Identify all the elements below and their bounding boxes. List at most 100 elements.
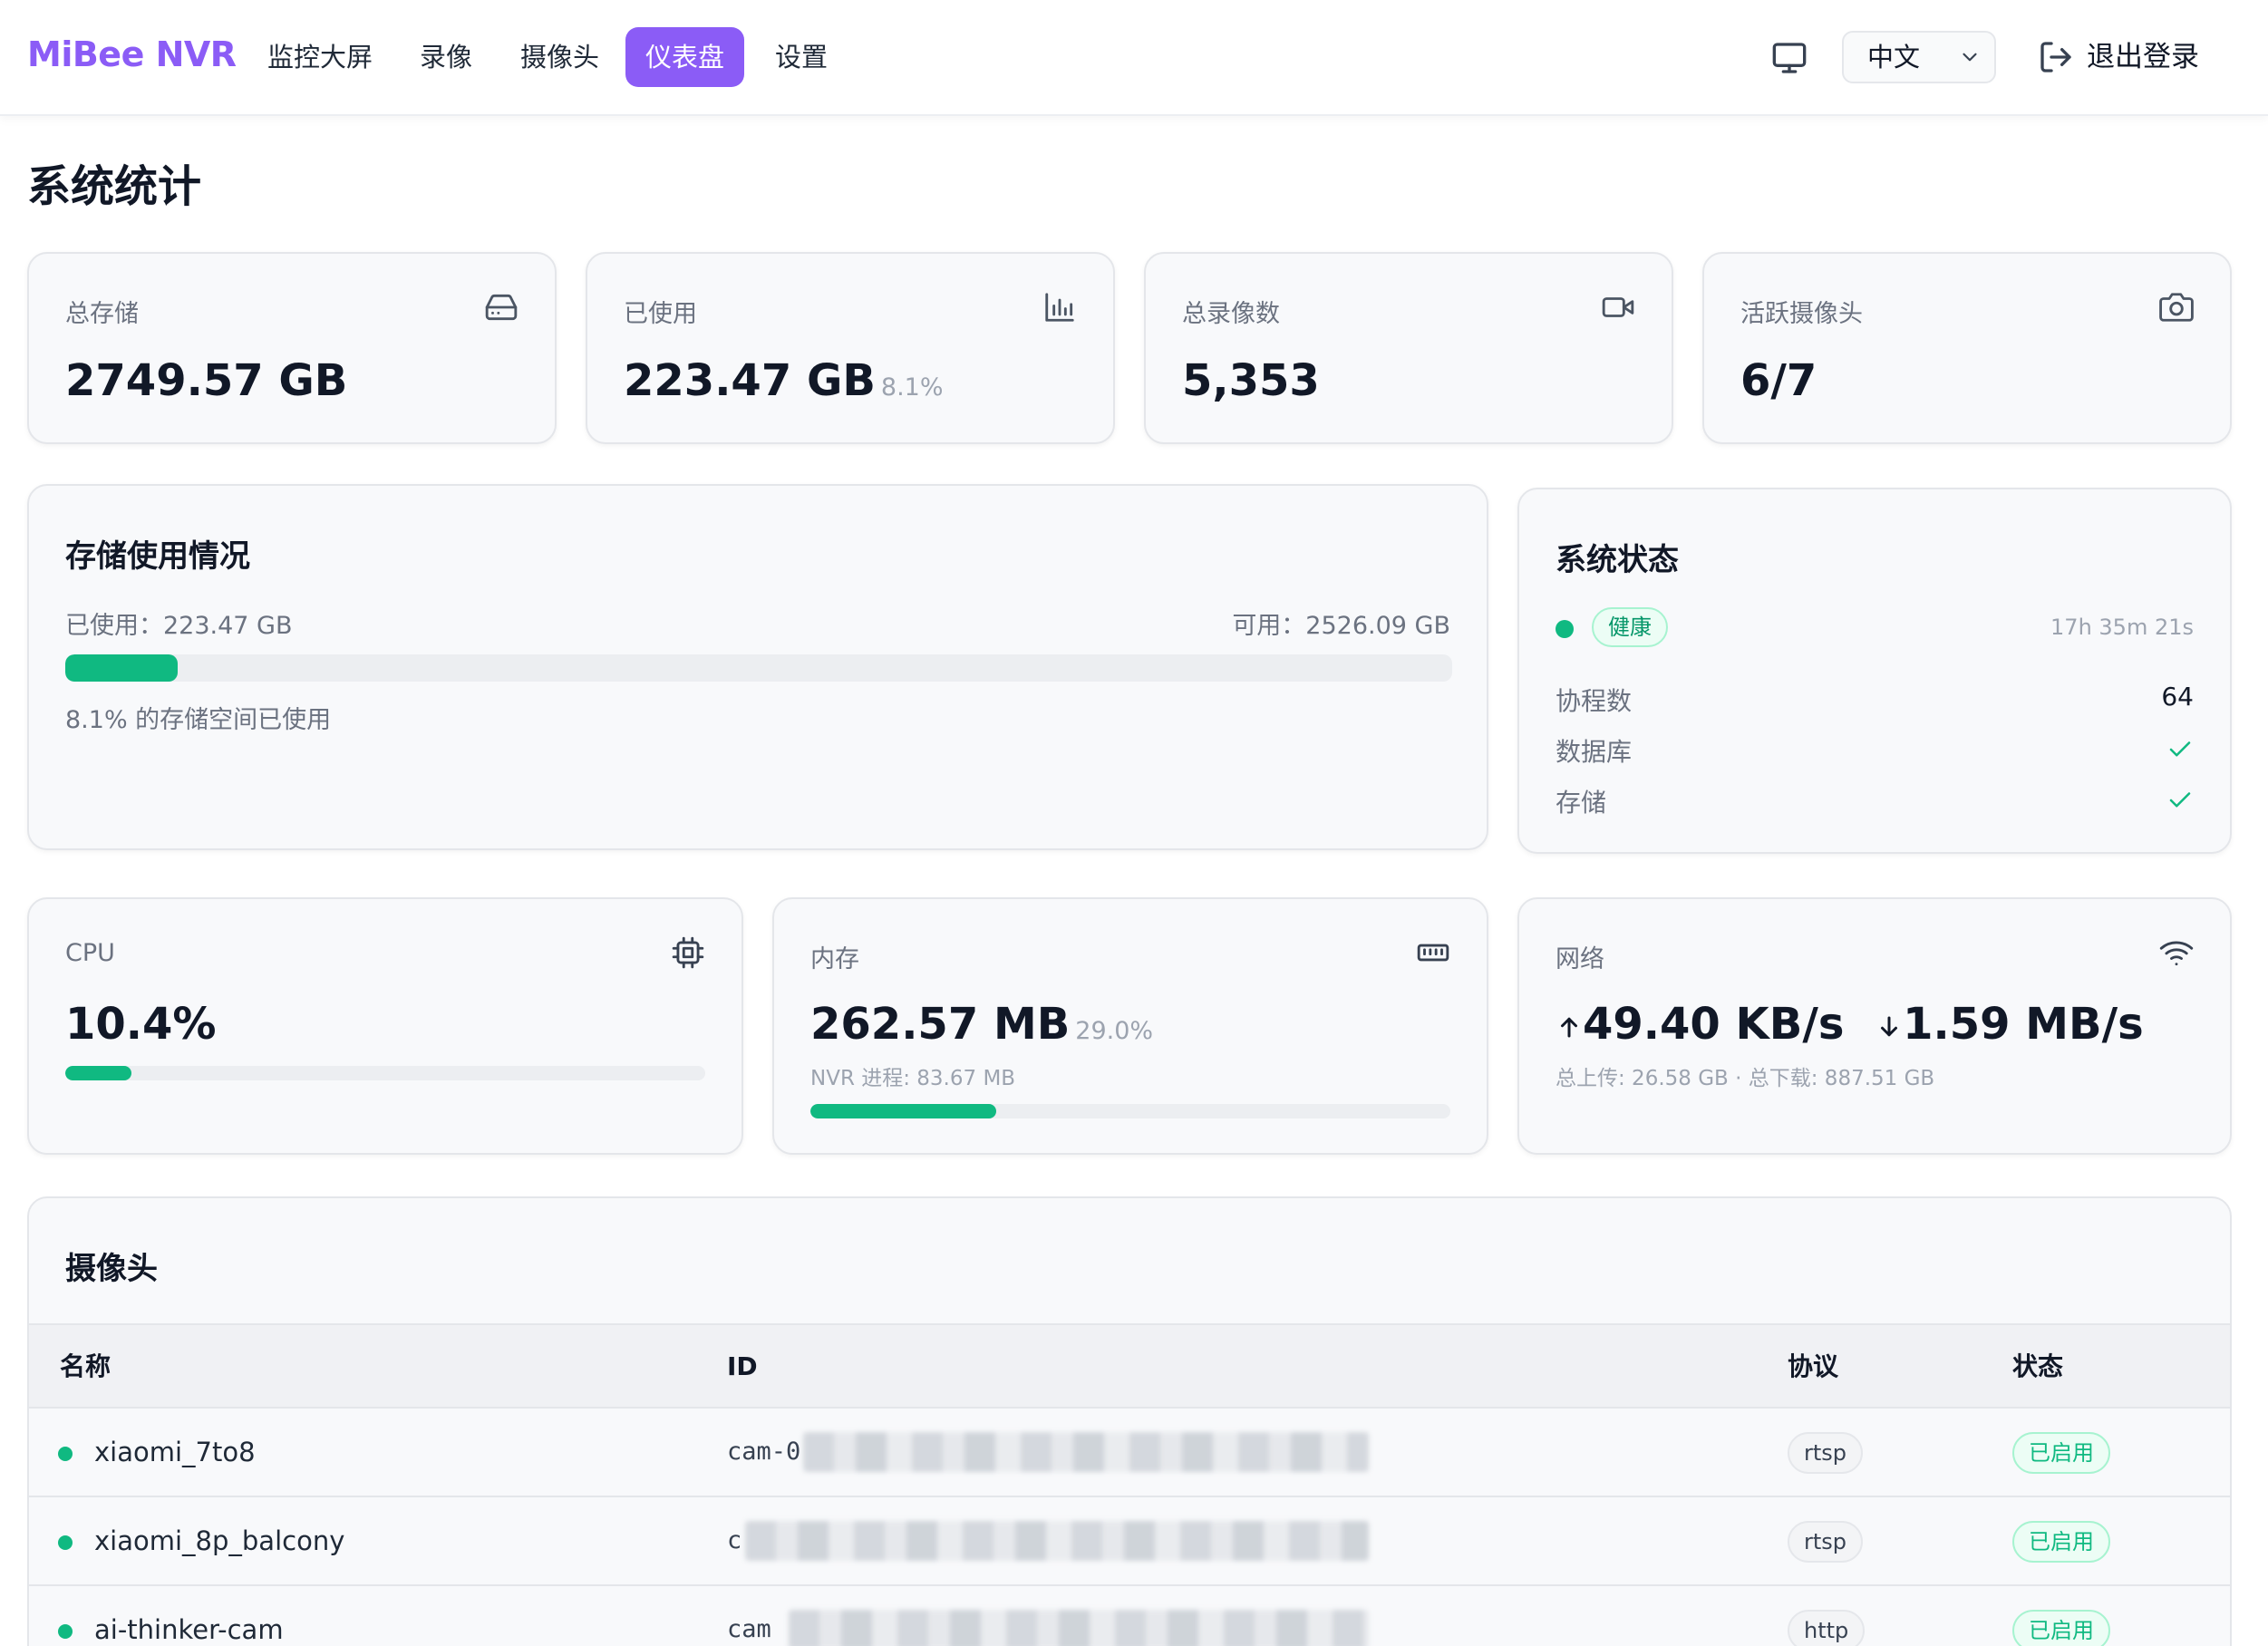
- column-header-protocol[interactable]: 协议: [1788, 1351, 1839, 1381]
- storage-usage-card: 存储使用情况 已使用：223.47 GB 可用：2526.09 GB 8.1% …: [27, 484, 1488, 850]
- camera-name: xiaomi_7to8: [94, 1437, 256, 1467]
- section-title: 存储使用情况: [65, 538, 250, 575]
- stat-label: 内存: [810, 945, 859, 973]
- stat-sub-percent: 8.1%: [880, 373, 944, 402]
- table-row[interactable]: ai-thinker-cam cam http 已启用: [29, 1586, 2230, 1646]
- column-header-name[interactable]: 名称: [60, 1351, 111, 1381]
- monitor-icon[interactable]: [1771, 40, 1808, 76]
- camera-id: c: [727, 1526, 742, 1554]
- logout-icon: [2040, 42, 2071, 73]
- storage-caption: 8.1% 的存储空间已使用: [65, 706, 332, 734]
- page-title: 系统统计: [27, 161, 202, 212]
- network-card: 网络 49.40 KB/s 1.59 MB/s 总上传: 26.58 GB · …: [1517, 897, 2232, 1155]
- camera-name: xiaomi_8p_balcony: [94, 1525, 345, 1556]
- protocol-badge: rtsp: [1788, 1521, 1864, 1563]
- network-values: 49.40 KB/s 1.59 MB/s: [1556, 999, 2144, 1050]
- table-row[interactable]: xiaomi_8p_balcony c rtsp 已启用: [29, 1497, 2230, 1586]
- status-badge: 已启用: [2012, 1610, 2110, 1646]
- language-select-value: 中文: [1867, 42, 1921, 73]
- video-camera-icon: [1602, 297, 1634, 317]
- storage-progress-bar: [65, 654, 1452, 682]
- camera-id: cam: [727, 1615, 771, 1643]
- stat-label: 总录像数: [1182, 300, 1280, 328]
- stat-label: 活跃摄像头: [1740, 300, 1863, 328]
- stat-label: 已使用: [624, 300, 697, 328]
- cpu-icon: [672, 936, 704, 969]
- memory-progress-bar: [810, 1104, 1450, 1118]
- protocol-badge: rtsp: [1788, 1432, 1864, 1474]
- stat-value-text: 223.47 GB: [624, 355, 876, 406]
- memory-progress-fill: [810, 1104, 996, 1118]
- section-title: 摄像头: [65, 1251, 158, 1287]
- top-nav: MiBee NVR 监控大屏 录像 摄像头 仪表盘 设置 中文 退出登录: [0, 0, 2268, 116]
- nav-link-settings[interactable]: 设置: [775, 42, 829, 73]
- stat-value: 6/7: [1740, 355, 1817, 406]
- online-dot: [58, 1535, 73, 1550]
- nav-link-cameras[interactable]: 摄像头: [520, 42, 600, 73]
- stat-value: 223.47 GB 8.1%: [624, 355, 944, 406]
- memory-value-text: 262.57 MB: [810, 999, 1071, 1050]
- goroutines-label: 协程数: [1556, 686, 1633, 716]
- goroutines-value: 64: [2161, 682, 2194, 712]
- download-speed: 1.59 MB/s: [1903, 999, 2144, 1050]
- stat-value: 2749.57 GB: [65, 355, 348, 406]
- status-badge: 已启用: [2012, 1432, 2110, 1474]
- redacted-id: [789, 1610, 1369, 1646]
- stat-card-total-storage: 总存储 2749.57 GB: [27, 252, 557, 444]
- protocol-badge: http: [1788, 1610, 1866, 1646]
- table-header: 名称 ID 协议 状态: [29, 1323, 2230, 1409]
- camera-icon: [2159, 293, 2194, 322]
- cpu-progress-fill: [65, 1066, 132, 1080]
- hard-drive-icon: [485, 294, 518, 321]
- memory-icon: [1417, 944, 1449, 962]
- table-row[interactable]: xiaomi_7to8 cam-0 rtsp 已启用: [29, 1409, 2230, 1497]
- stat-label: 总存储: [65, 300, 139, 328]
- stat-card-recordings: 总录像数 5,353: [1144, 252, 1673, 444]
- arrow-down-icon: [1881, 1016, 1898, 1037]
- camera-id: cam-0: [727, 1438, 801, 1466]
- storage-status-label: 存储: [1556, 788, 1607, 818]
- storage-progress-fill: [65, 654, 178, 682]
- logout-label: 退出登录: [2087, 41, 2199, 73]
- status-badge: 已启用: [2012, 1521, 2110, 1563]
- redacted-id: [745, 1521, 1369, 1561]
- nav-link-recordings[interactable]: 录像: [420, 42, 473, 73]
- uptime-text: 17h 35m 21s: [2050, 615, 2194, 640]
- bar-chart-icon: [1045, 293, 1074, 322]
- cpu-value: 10.4%: [65, 999, 217, 1050]
- brand-logo[interactable]: MiBee NVR: [27, 34, 237, 74]
- check-icon: [2169, 741, 2191, 757]
- stat-label: 网络: [1556, 945, 1604, 973]
- stat-label: CPU: [65, 939, 115, 967]
- wifi-icon: [2159, 941, 2194, 966]
- nav-link-monitor-wall[interactable]: 监控大屏: [267, 42, 373, 73]
- redacted-id: [803, 1432, 1369, 1472]
- upload-speed: 49.40 KB/s: [1583, 999, 1845, 1050]
- online-dot: [58, 1447, 73, 1461]
- network-detail: 总上传: 26.58 GB · 总下载: 887.51 GB: [1556, 1067, 1935, 1090]
- arrow-up-icon: [1561, 1017, 1577, 1038]
- health-dot: [1556, 620, 1574, 638]
- column-header-status[interactable]: 状态: [2012, 1351, 2064, 1381]
- database-label: 数据库: [1556, 737, 1633, 767]
- system-status-card: 系统状态 健康 17h 35m 21s 协程数 64 数据库 存储: [1517, 488, 2232, 854]
- stat-card-active-cameras: 活跃摄像头 6/7: [1702, 252, 2232, 444]
- memory-percent: 29.0%: [1075, 1017, 1154, 1045]
- language-select[interactable]: 中文: [1842, 31, 1996, 83]
- memory-detail: NVR 进程: 83.67 MB: [810, 1067, 1016, 1090]
- column-header-id[interactable]: ID: [727, 1351, 758, 1381]
- chevron-down-icon: [1963, 53, 1977, 62]
- check-icon: [2169, 792, 2191, 808]
- cameras-table-card: 摄像头 名称 ID 协议 状态 xiaomi_7to8 cam-0 rtsp 已…: [27, 1196, 2232, 1646]
- storage-used-text: 已使用：223.47 GB: [65, 612, 293, 640]
- stat-value: 5,353: [1182, 355, 1320, 406]
- camera-name: ai-thinker-cam: [94, 1614, 284, 1645]
- health-badge: 健康: [1592, 607, 1668, 647]
- section-title: 系统状态: [1556, 542, 1679, 578]
- nav-link-dashboard[interactable]: 仪表盘: [625, 27, 745, 87]
- memory-value: 262.57 MB 29.0%: [810, 999, 1153, 1050]
- storage-available-text: 可用：2526.09 GB: [1232, 612, 1450, 640]
- memory-card: 内存 262.57 MB 29.0% NVR 进程: 83.67 MB: [772, 897, 1488, 1155]
- cpu-card: CPU 10.4%: [27, 897, 743, 1155]
- online-dot: [58, 1624, 73, 1639]
